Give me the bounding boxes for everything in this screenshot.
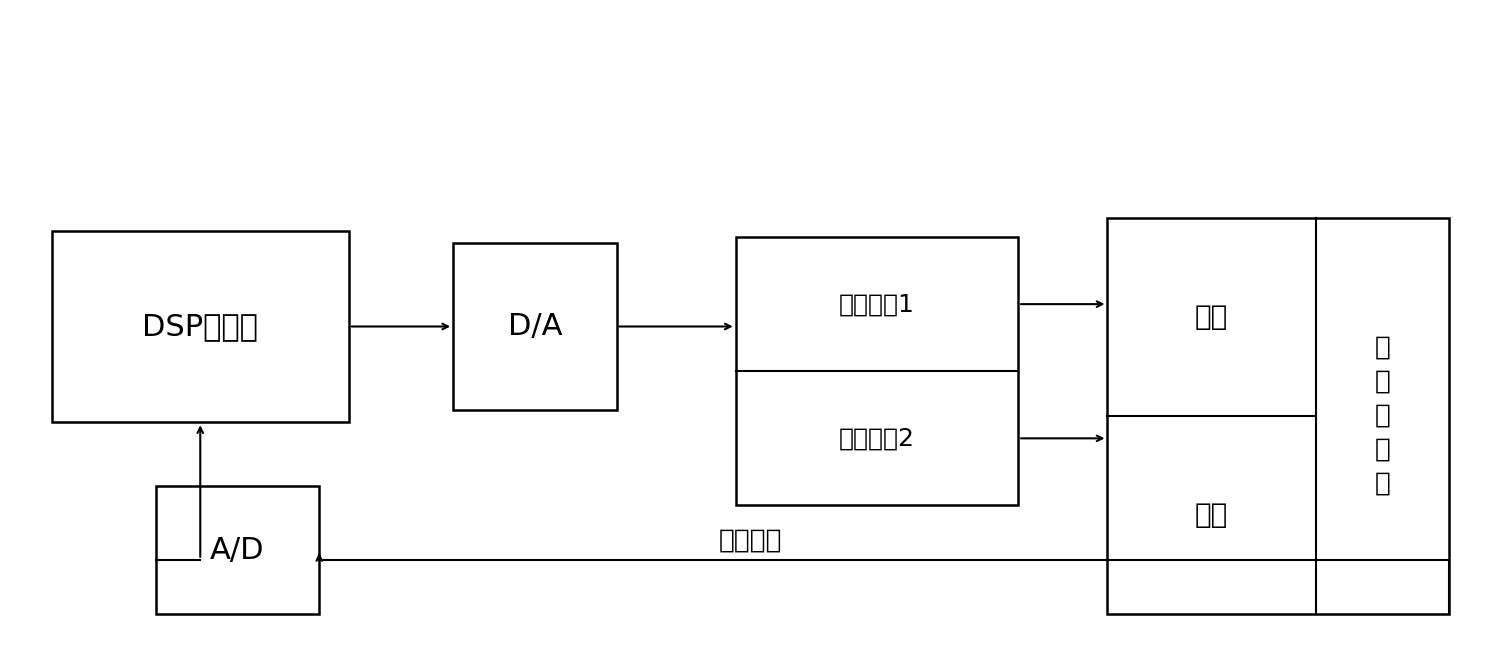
- Text: 轴
流
压
气
机: 轴 流 压 气 机: [1375, 335, 1390, 497]
- Text: 静叶: 静叶: [1195, 501, 1228, 529]
- Bar: [156, 486, 320, 614]
- Text: A/D: A/D: [210, 535, 264, 565]
- Bar: [1108, 218, 1450, 614]
- Text: 步进电机2: 步进电机2: [839, 426, 916, 451]
- Bar: [51, 231, 348, 422]
- Text: D/A: D/A: [507, 312, 561, 341]
- Bar: [735, 237, 1018, 505]
- Text: 导叶: 导叶: [1195, 303, 1228, 331]
- Text: DSP控制器: DSP控制器: [143, 312, 258, 341]
- Text: 步进电机1: 步进电机1: [839, 292, 914, 316]
- Bar: [453, 244, 617, 409]
- Text: 信号采集: 信号采集: [719, 528, 782, 554]
